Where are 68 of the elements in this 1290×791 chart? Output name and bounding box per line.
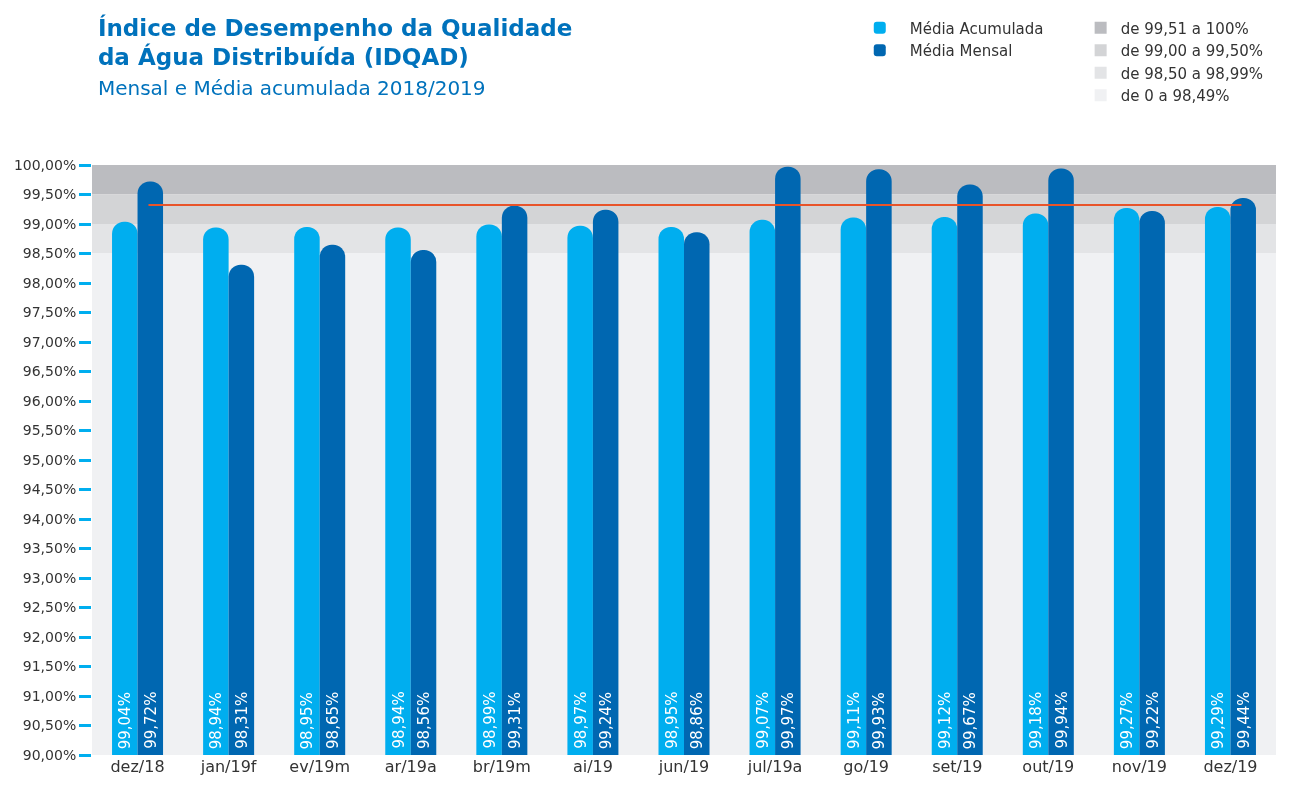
data-label: 99,44% [1234, 691, 1253, 749]
data-label: 99,04% [116, 692, 135, 750]
y-tick-label: 96,50% [22, 363, 77, 380]
x-tick-label: ev/19m [289, 757, 351, 776]
x-tick-label: nov/19 [1111, 757, 1167, 776]
y-tick-label: 97,00% [22, 333, 77, 350]
y-tick-label: 94,50% [22, 481, 77, 498]
x-tick-label: set/19 [932, 757, 983, 776]
y-tick-label: 91,50% [22, 658, 77, 675]
x-tick-label: dez/19 [1203, 757, 1258, 776]
x-tick-label: br/19m [472, 757, 531, 776]
data-label: 98,95% [298, 692, 317, 750]
y-tick-label: 90,50% [22, 717, 77, 734]
x-tick-label: ai/19 [572, 757, 613, 776]
data-label: 98,86% [688, 692, 707, 750]
data-label: 99,31% [506, 691, 525, 750]
legend-label: de 0 a 98,49% [1120, 87, 1230, 106]
y-tick-label: 93,00% [22, 569, 77, 586]
data-label: 99,11% [844, 691, 863, 749]
y-tick-label: 97,50% [22, 304, 77, 321]
chart-subtitle: Mensal e Média acumulada 2018/2019 [97, 76, 486, 101]
legend-label: de 99,51 a 100% [1120, 19, 1249, 38]
x-tick-label: ar/19a [384, 757, 437, 776]
data-label: 99,18% [1027, 691, 1046, 750]
y-tick-label: 98,00% [22, 274, 77, 291]
x-tick-label: go/19 [843, 757, 889, 776]
x-tick-label: dez/18 [110, 757, 165, 776]
data-label: 98,56% [415, 691, 434, 750]
legend-label: de 98,50 a 98,99% [1120, 64, 1264, 83]
chart-title: Índice de Desempenho da Qualidade da Água Distribuída (IDQAD) [97, 13, 573, 71]
data-label: 98,94% [389, 691, 408, 749]
data-label: 99,72% [141, 691, 160, 749]
y-tick-label: 94,00% [22, 510, 77, 527]
data-label: 98,31% [232, 691, 251, 749]
y-tick-label: 98,50% [22, 245, 77, 262]
y-tick-label: 92,50% [22, 599, 77, 616]
data-label: 98,94% [207, 692, 226, 750]
legend-label: de 99,00 a 99,50% [1120, 42, 1264, 61]
y-tick-label: 99,00% [22, 215, 77, 232]
y-tick-label: 90,00% [22, 746, 77, 763]
data-label: 99,22% [1143, 691, 1162, 749]
data-label: 99,67% [961, 692, 980, 750]
data-label: 99,29% [1209, 692, 1228, 750]
data-label: 99,24% [597, 691, 616, 750]
y-tick-label: 91,00% [22, 687, 77, 704]
data-label: 98,99% [480, 691, 499, 749]
x-tick-label: jul/19a [746, 757, 803, 776]
x-tick-label: jun/19 [657, 757, 710, 776]
legend-label: Média Acumulada [909, 19, 1044, 38]
data-label: 99,27% [1118, 691, 1137, 750]
data-label: 98,65% [323, 691, 342, 749]
x-tick-label: jan/19f [199, 757, 257, 776]
y-tick-label: 96,00% [22, 392, 77, 409]
y-tick-label: 100,00% [13, 156, 77, 173]
y-tick-label: 95,50% [22, 422, 77, 439]
y-tick-label: 93,50% [22, 540, 77, 557]
data-label: 99,93% [870, 692, 889, 750]
data-label: 99,94% [1052, 691, 1071, 749]
data-label: 98,95% [662, 691, 681, 749]
data-label: 99,07% [753, 691, 772, 749]
y-tick-label: 92,00% [22, 628, 77, 645]
y-tick-label: 99,50% [22, 186, 77, 203]
y-tick-label: 95,00% [22, 451, 77, 468]
data-label: 99,97% [779, 692, 798, 750]
legend-label: Média Mensal [909, 42, 1013, 61]
x-tick-label: out/19 [1022, 757, 1075, 776]
data-label: 98,97% [571, 691, 590, 749]
data-label: 99,12% [935, 691, 954, 749]
